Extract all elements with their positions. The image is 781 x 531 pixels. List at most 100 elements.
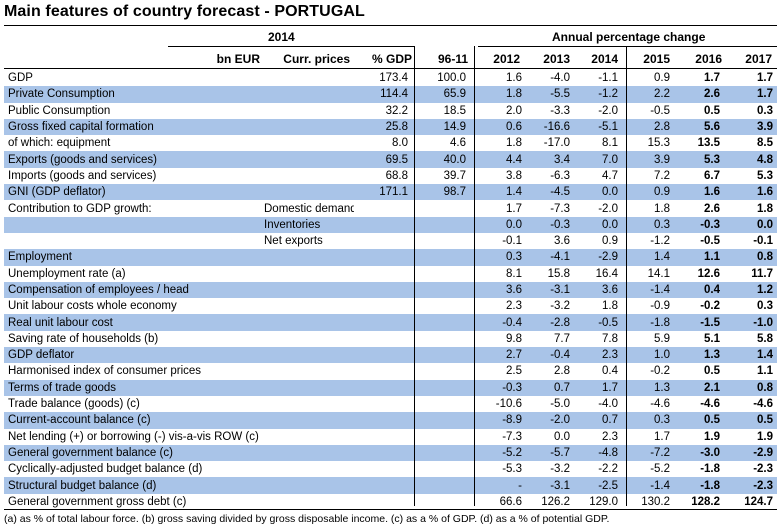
- cell-96-11: 0.0: [470, 216, 527, 233]
- cell-2016: 0.8: [724, 249, 778, 266]
- cell-pct-gdp: 100.0: [437, 72, 467, 85]
- col-2015: 2015: [643, 52, 670, 66]
- cell-2016: 11.7: [751, 267, 774, 280]
- cell-2014: 3.9: [622, 151, 675, 168]
- cell-2016: 124.7: [744, 495, 774, 508]
- cell-2016: 0.0: [724, 216, 778, 233]
- cell-2012: -3.2: [550, 300, 571, 313]
- cell-96-11: 0.3: [470, 249, 527, 266]
- cell-curr-prices: [354, 363, 412, 379]
- cell-pct-gdp: [412, 412, 471, 429]
- cell-2012: -4.1: [526, 249, 575, 266]
- table-row: General government gross debt (c) 66.6 126…: [4, 494, 777, 510]
- bottom-rule: [4, 509, 777, 510]
- row-label: Gross fixed capital formation: [4, 118, 355, 136]
- cell-2012: -5.7: [526, 444, 575, 462]
- col-2012: 2012: [493, 52, 520, 66]
- row-label: Saving rate of households (b): [8, 332, 159, 345]
- title-rule: [4, 25, 777, 26]
- cell-2012: 7.7: [554, 332, 571, 345]
- cell-2016: 1.4: [724, 347, 778, 364]
- row-label: Public Consumption: [8, 104, 111, 117]
- cell-2016: 1.8: [757, 202, 774, 215]
- cell-2013: 2.3: [574, 347, 623, 364]
- table-row: Current-account balance (c) -8.9 -2.0 0.7 0.…: [4, 412, 778, 429]
- cell-2015: -1.8: [700, 463, 721, 476]
- cell-96-11: 1.6: [506, 72, 523, 85]
- cell-curr-prices: [354, 477, 413, 494]
- cell-2012: -2.0: [526, 412, 575, 429]
- cell-pct-gdp: [412, 216, 471, 233]
- cell-pct-gdp: 18.5: [443, 104, 467, 117]
- cell-2013: -4.8: [574, 444, 623, 462]
- cell-curr-prices: 32.2: [385, 104, 409, 117]
- annual-underline: [478, 46, 777, 47]
- table-row: Terms of trade goods-0.30.71.71.32.10.80…: [4, 379, 778, 396]
- cell-curr-prices: 25.8: [354, 118, 413, 136]
- cell-2016: 1.2: [724, 281, 778, 299]
- cell-pct-gdp: [412, 461, 470, 477]
- cell-2013: 1.7: [574, 379, 623, 396]
- cell-2015: 0.4: [674, 281, 725, 299]
- cell-2014: 5.9: [654, 332, 671, 345]
- cell-pct-gdp: [412, 477, 471, 494]
- cell-curr-prices: [354, 314, 413, 331]
- cell-96-11: 9.8: [506, 332, 523, 345]
- row-label: Contribution to GDP growth:: [8, 202, 152, 215]
- table-row: Real unit labour cost -0.4 -2.8 -0.5 -1.8 -1.…: [4, 314, 778, 331]
- cell-2012: -3.2: [550, 463, 571, 476]
- cell-2014: 1.4: [622, 249, 675, 266]
- page-title: Main features of country forecast - PORT…: [4, 3, 365, 20]
- cell-2014: 1.7: [654, 430, 671, 443]
- cell-2015: 1.1: [674, 249, 725, 266]
- cell-2016: 0.3: [757, 104, 774, 117]
- cell-2012: -16.6: [526, 118, 575, 136]
- cell-2013: 16.4: [595, 267, 619, 280]
- cell-2016: 4.8: [724, 151, 778, 168]
- cell-96-11: 8.1: [506, 267, 523, 280]
- year-header: 2014: [268, 30, 295, 44]
- cell-pct-gdp: [412, 200, 470, 216]
- cell-curr-prices: 69.5: [354, 151, 413, 168]
- cell-2013: -1.2: [574, 86, 623, 103]
- cell-2015: 5.3: [674, 151, 725, 168]
- cell-2014: 1.8: [654, 202, 671, 215]
- cell-2014: 14.1: [647, 267, 671, 280]
- table-row: Contribution to GDP growth: Domestic dema…: [4, 200, 777, 216]
- row-label: Trade balance (goods) (c): [8, 398, 140, 411]
- cell-2014: 1.0: [622, 347, 675, 364]
- col-curr-prices: Curr. prices: [283, 52, 350, 66]
- table-row: Saving rate of households (b) 9.8 7.7 7.8 5.…: [4, 331, 777, 347]
- cell-2015: 2.1: [674, 379, 725, 396]
- cell-curr-prices: 68.8: [385, 169, 409, 182]
- col-2017: 2017: [745, 52, 772, 66]
- cell-96-11: 2.5: [506, 365, 523, 378]
- cell-96-11: 2.7: [470, 347, 527, 364]
- cell-2014: -7.2: [622, 444, 675, 462]
- cell-2012: -5.5: [526, 86, 575, 103]
- cell-2016: -4.6: [753, 398, 774, 411]
- cell-96-11: -8.9: [470, 412, 527, 429]
- cell-2015: 0.5: [674, 412, 725, 429]
- row-label: Structural budget balance (d): [4, 477, 355, 494]
- cell-96-11: 2.0: [506, 104, 523, 117]
- cell-96-11: -0.1: [502, 235, 523, 248]
- cell-2013: 8.1: [602, 137, 619, 150]
- cell-curr-prices: [354, 233, 412, 249]
- cell-2015: 0.5: [704, 365, 721, 378]
- cell-2016: -1.0: [724, 314, 778, 331]
- cell-2016: -2.3: [724, 477, 778, 494]
- cell-96-11: -5.2: [470, 444, 527, 462]
- cell-2013: 4.7: [602, 169, 619, 182]
- cell-pct-gdp: [412, 444, 471, 462]
- row-label: Exports (goods and services): [4, 151, 355, 168]
- cell-curr-prices: [354, 429, 412, 445]
- cell-2012: -5.0: [550, 398, 571, 411]
- cell-2013: -4.0: [598, 398, 619, 411]
- cell-2014: 1.3: [622, 379, 675, 396]
- cell-2015: 6.7: [704, 169, 721, 182]
- cell-curr-prices: [354, 412, 413, 429]
- cell-2012: -3.1: [526, 281, 575, 299]
